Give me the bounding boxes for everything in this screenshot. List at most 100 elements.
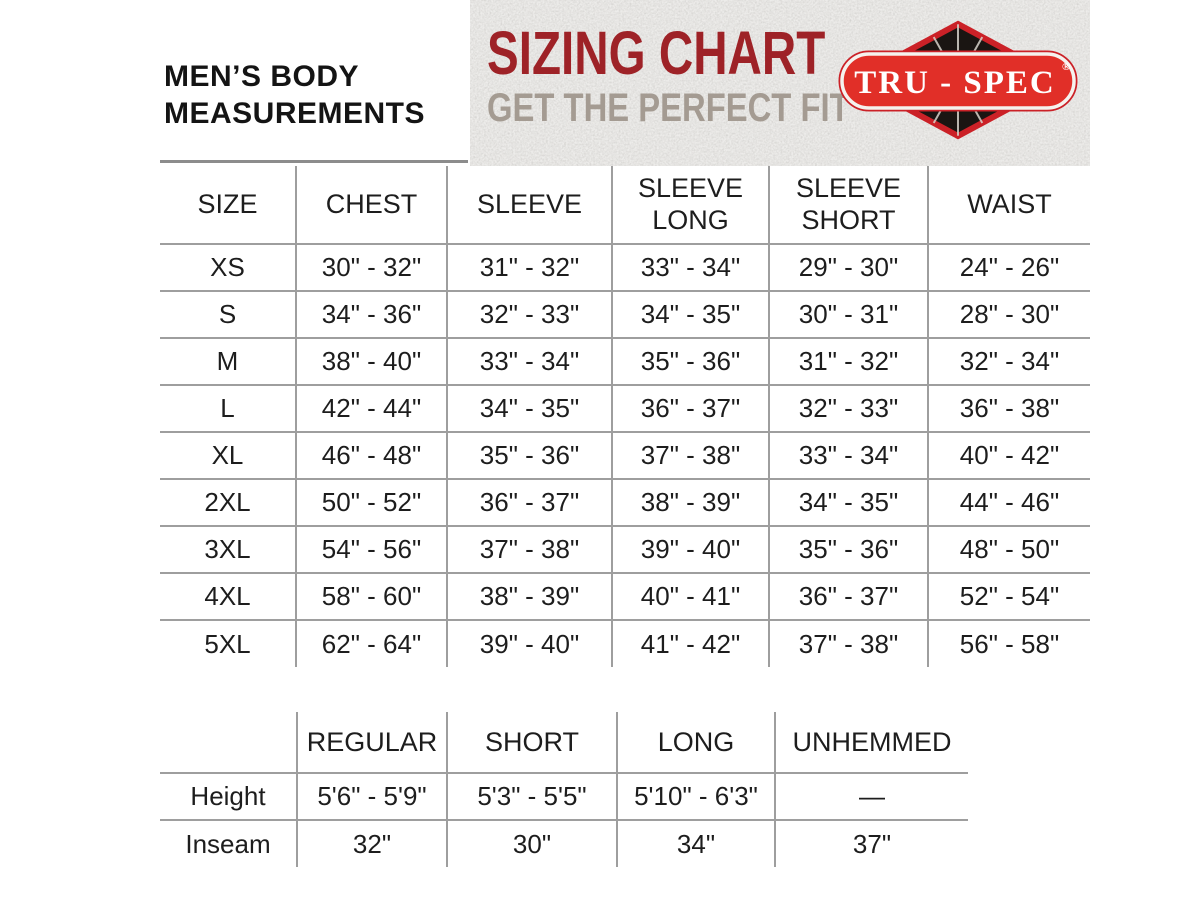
- table-row-4xl: 4XL 58" - 60" 38" - 39" 40" - 41" 36" - …: [160, 572, 1090, 620]
- table-cell: 5'6" - 5'9": [296, 773, 448, 820]
- table-cell: 38" - 39": [446, 572, 613, 620]
- logo-capsule-outer: [838, 50, 1078, 112]
- column-header-sleeve-long: SLEEVE LONG: [611, 166, 770, 245]
- column-header-long: LONG: [616, 712, 776, 774]
- size-label: 3XL: [160, 525, 297, 573]
- table-cell: —: [774, 773, 968, 820]
- page-title: MEN’S BODY MEASUREMENTS: [160, 0, 468, 163]
- table-row-s: S 34" - 36" 32" - 33" 34" - 35" 30" - 31…: [160, 290, 1090, 338]
- column-header-short: SHORT: [446, 712, 618, 774]
- column-header-regular: REGULAR: [296, 712, 448, 774]
- table-row-2xl: 2XL 50" - 52" 36" - 37" 38" - 39" 34" - …: [160, 478, 1090, 526]
- table-row-height: Height 5'6" - 5'9" 5'3" - 5'5" 5'10" - 6…: [160, 773, 968, 820]
- table-cell: 35" - 36": [768, 525, 929, 573]
- size-label: XL: [160, 431, 297, 479]
- table-cell: 36" - 37": [611, 384, 770, 432]
- table-cell: 30" - 31": [768, 290, 929, 338]
- table-cell: 58" - 60": [295, 572, 448, 620]
- table-cell: 33" - 34": [611, 244, 770, 291]
- tru-spec-logo: TRU - SPEC ®: [838, 20, 1078, 140]
- table-cell: 33" - 34": [768, 431, 929, 479]
- column-header-size: SIZE: [160, 166, 297, 245]
- table-cell: 42" - 44": [295, 384, 448, 432]
- table-cell: 36" - 37": [768, 572, 929, 620]
- table-cell: 32" - 33": [446, 290, 613, 338]
- table-cell: 62" - 64": [295, 619, 448, 667]
- row-label: Inseam: [160, 819, 298, 867]
- table-cell: 5'10" - 6'3": [616, 773, 776, 820]
- table-cell: 35" - 36": [611, 337, 770, 385]
- table-row-l: L 42" - 44" 34" - 35" 36" - 37" 32" - 33…: [160, 384, 1090, 432]
- table-cell: 24" - 26": [927, 244, 1090, 291]
- table-row-xl: XL 46" - 48" 35" - 36" 37" - 38" 33" - 3…: [160, 431, 1090, 479]
- banner-headline: SIZING CHART: [487, 19, 826, 87]
- table-cell: 44" - 46": [927, 478, 1090, 526]
- table-cell: 34" - 35": [611, 290, 770, 338]
- banner: SIZING CHART GET THE PERFECT FIT: [470, 0, 1090, 166]
- column-header-unhemmed: UNHEMMED: [774, 712, 968, 774]
- table-cell: 32": [296, 819, 448, 867]
- table-cell: 37" - 38": [611, 431, 770, 479]
- table-cell: 48" - 50": [927, 525, 1090, 573]
- table-cell: 28" - 30": [927, 290, 1090, 338]
- table-cell: 37" - 38": [768, 619, 929, 667]
- table-cell: 29" - 30": [768, 244, 929, 291]
- table-cell: 39" - 40": [611, 525, 770, 573]
- column-header-sleeve: SLEEVE: [446, 166, 613, 245]
- size-measurements-table: SIZE CHEST SLEEVE SLEEVE LONG SLEEVE SHO…: [160, 166, 1090, 667]
- table-cell: 33" - 34": [446, 337, 613, 385]
- column-header-sleeve-short: SLEEVE SHORT: [768, 166, 929, 245]
- table-cell: 36" - 37": [446, 478, 613, 526]
- table-cell: 52" - 54": [927, 572, 1090, 620]
- table-cell: 41" - 42": [611, 619, 770, 667]
- column-header-chest: CHEST: [295, 166, 448, 245]
- size-label: S: [160, 290, 297, 338]
- table-cell: 34" - 35": [446, 384, 613, 432]
- table-row-3xl: 3XL 54" - 56" 37" - 38" 39" - 40" 35" - …: [160, 525, 1090, 573]
- length-table-header-row: REGULAR SHORT LONG UNHEMMED: [160, 712, 968, 774]
- table-cell: 38" - 39": [611, 478, 770, 526]
- table-cell: 31" - 32": [768, 337, 929, 385]
- size-label: 5XL: [160, 619, 297, 667]
- table-cell: 37" - 38": [446, 525, 613, 573]
- page-title-line1: MEN’S BODY: [164, 60, 360, 93]
- table-cell: 40" - 42": [927, 431, 1090, 479]
- banner-text: SIZING CHART GET THE PERFECT FIT: [487, 22, 929, 129]
- size-label: L: [160, 384, 297, 432]
- table-cell: 30" - 32": [295, 244, 448, 291]
- brand-wordmark: TRU - SPEC: [854, 65, 1056, 101]
- registered-trademark-icon: ®: [1062, 61, 1070, 73]
- column-header-blank: [160, 712, 298, 774]
- table-cell: 37": [774, 819, 968, 867]
- size-label: XS: [160, 244, 297, 291]
- table-cell: 54" - 56": [295, 525, 448, 573]
- banner-subheadline: GET THE PERFECT FIT: [487, 86, 850, 130]
- table-cell: 32" - 33": [768, 384, 929, 432]
- size-label: M: [160, 337, 297, 385]
- table-cell: 34": [616, 819, 776, 867]
- table-cell: 39" - 40": [446, 619, 613, 667]
- table-cell: 38" - 40": [295, 337, 448, 385]
- table-cell: 35" - 36": [446, 431, 613, 479]
- table-cell: 40" - 41": [611, 572, 770, 620]
- size-table-header-row: SIZE CHEST SLEEVE SLEEVE LONG SLEEVE SHO…: [160, 166, 1090, 245]
- table-row-5xl: 5XL 62" - 64" 39" - 40" 41" - 42" 37" - …: [160, 619, 1090, 667]
- row-label: Height: [160, 773, 298, 820]
- table-cell: 36" - 38": [927, 384, 1090, 432]
- inseam-length-table: REGULAR SHORT LONG UNHEMMED Height 5'6" …: [160, 712, 968, 867]
- table-cell: 34" - 35": [768, 478, 929, 526]
- table-cell: 30": [446, 819, 618, 867]
- table-cell: 5'3" - 5'5": [446, 773, 618, 820]
- page-title-line2: MEASUREMENTS: [164, 97, 426, 130]
- table-cell: 50" - 52": [295, 478, 448, 526]
- table-cell: 32" - 34": [927, 337, 1090, 385]
- column-header-waist: WAIST: [927, 166, 1090, 245]
- table-cell: 46" - 48": [295, 431, 448, 479]
- size-label: 4XL: [160, 572, 297, 620]
- table-row-inseam: Inseam 32" 30" 34" 37": [160, 819, 968, 867]
- table-row-xs: XS 30" - 32" 31" - 32" 33" - 34" 29" - 3…: [160, 244, 1090, 291]
- logo-capsule: [840, 52, 1076, 110]
- table-cell: 31" - 32": [446, 244, 613, 291]
- table-row-m: M 38" - 40" 33" - 34" 35" - 36" 31" - 32…: [160, 337, 1090, 385]
- table-cell: 56" - 58": [927, 619, 1090, 667]
